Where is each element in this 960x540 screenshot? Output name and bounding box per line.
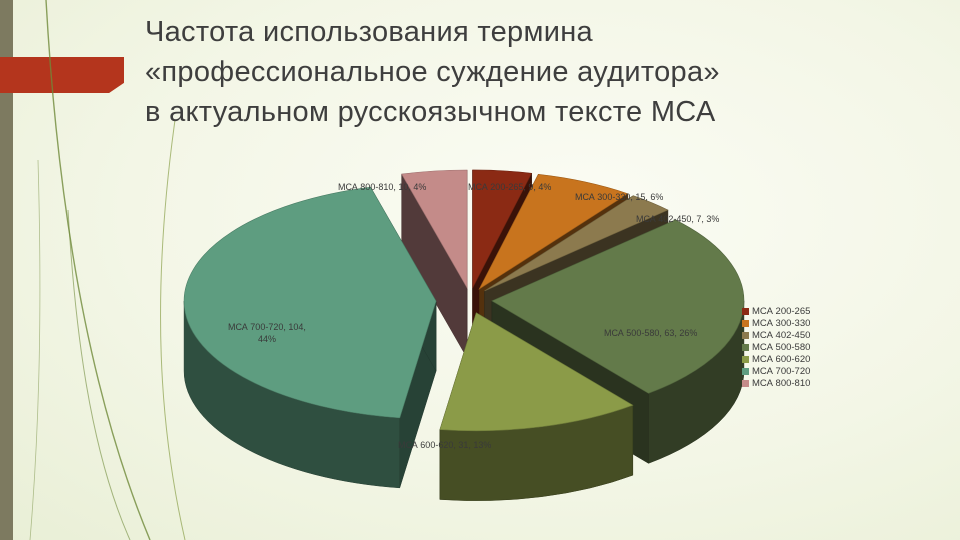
data-label-2: МСА 300-330, 15, 6% (575, 192, 663, 202)
legend-swatch (742, 331, 749, 339)
data-label-3: МСА 402-450, 7, 3% (636, 214, 719, 224)
title-line-1: Частота использования термина (145, 16, 593, 48)
legend-label: МСА 700-720 (752, 365, 811, 377)
left-sidebar-bar (0, 0, 13, 540)
data-label-4: МСА 500-580, 63, 26% (604, 328, 697, 338)
pie-slice-top (401, 169, 468, 290)
slide-title: Частота использования термина «профессио… (145, 12, 905, 132)
legend-item-5: МСА 600-620 (742, 353, 810, 365)
legend-swatch (742, 343, 749, 351)
pie-slice-top (439, 312, 634, 432)
pie-slice-top (478, 173, 629, 290)
legend-swatch (742, 319, 749, 327)
data-label-5: МСА 600-620, 31, 13% (398, 440, 491, 450)
legend-label: МСА 500-580 (752, 341, 811, 353)
legend-swatch (742, 307, 749, 315)
legend-swatch (742, 367, 749, 375)
title-line-3: в актуальном русскоязычном тексте МСА (145, 96, 716, 128)
legend-label: МСА 402-450 (752, 329, 811, 341)
title-line-2: «профессиональное суждение аудитора» (145, 56, 720, 88)
pie-slice-top (472, 169, 533, 289)
legend-item-4: МСА 500-580 (742, 341, 810, 353)
legend-item-3: МСА 402-450 (742, 329, 810, 341)
legend-label: МСА 600-620 (752, 353, 811, 365)
legend-label: МСА 200-265 (752, 305, 811, 317)
data-label-7: МСА 800-810, 10, 4% (338, 182, 426, 192)
legend-item-7: МСА 800-810 (742, 377, 810, 389)
legend-swatch (742, 355, 749, 363)
legend-item-6: МСА 700-720 (742, 365, 810, 377)
pie-slice-top (183, 186, 437, 419)
pie-slice-top (484, 195, 669, 292)
legend-item-1: МСА 200-265 (742, 305, 810, 317)
pie-slice-5 (439, 312, 634, 501)
data-label-6: МСА 700-720, 104, 44% (228, 322, 306, 344)
legend-swatch (742, 379, 749, 387)
legend-label: МСА 300-330 (752, 317, 811, 329)
chart-legend: МСА 200-265 МСА 300-330 МСА 402-450 МСА 500… (742, 305, 810, 389)
title-accent-block (0, 57, 124, 93)
legend-item-2: МСА 300-330 (742, 317, 810, 329)
legend-label: МСА 800-810 (752, 377, 811, 389)
data-label-1: МСА 200-265, 9, 4% (468, 182, 551, 192)
pie-slice-6 (183, 186, 437, 489)
